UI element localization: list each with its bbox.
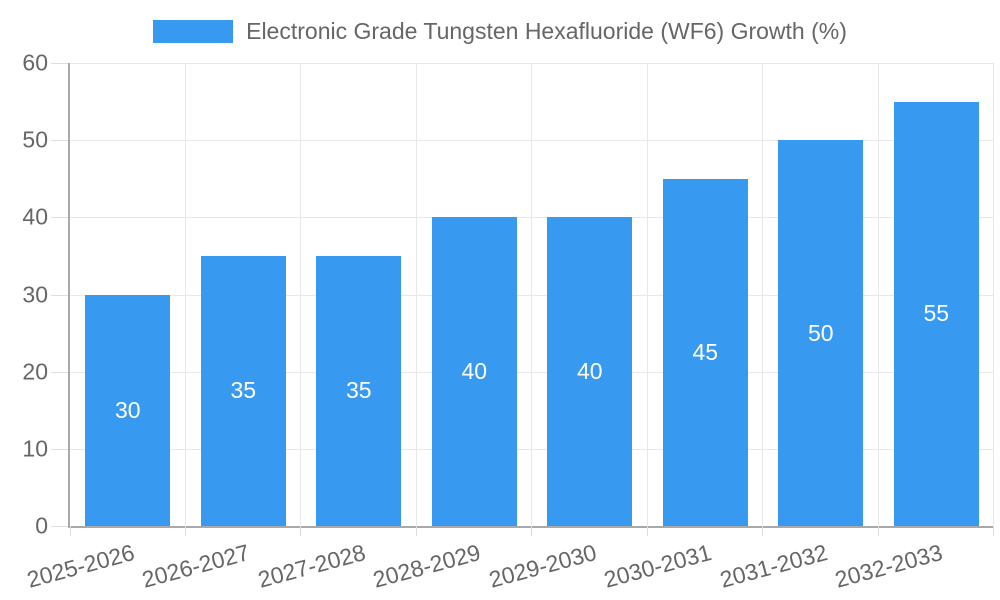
y-axis-tick <box>51 217 68 219</box>
h-gridline <box>70 371 994 373</box>
x-axis-tick <box>646 526 648 536</box>
bar-value-label: 50 <box>807 319 834 346</box>
x-axis-tick <box>993 526 994 536</box>
y-axis-tick-label: 10 <box>22 435 48 462</box>
x-axis-tick-label: 2026-2027 <box>139 539 253 593</box>
plot-area: 2025-2026 2026-2027 2027-2028 2028-2029 2029… <box>24 63 994 593</box>
bar[interactable]: 35 <box>200 255 286 526</box>
y-axis-tick-label: 60 <box>22 49 48 76</box>
x-axis-tick-label: 2027-2028 <box>254 539 368 593</box>
h-gridline <box>70 140 994 142</box>
x-axis-tick <box>415 526 417 536</box>
legend-label[interactable]: Electronic Grade Tungsten Hexafluoride (… <box>246 18 847 44</box>
x-axis-tick-label: 2030-2031 <box>601 539 715 593</box>
x-axis-tick <box>762 526 763 536</box>
y-axis-tick-label: 30 <box>22 281 48 307</box>
x-axis-tick-label: 2029-2030 <box>485 539 599 593</box>
y-axis-tick <box>51 448 68 450</box>
legend[interactable]: Electronic Grade Tungsten Hexafluoride (… <box>0 18 1000 44</box>
h-gridline <box>70 448 994 450</box>
h-gridline <box>70 217 994 219</box>
v-gridline <box>184 63 186 526</box>
v-gridline <box>762 63 763 526</box>
bar[interactable]: 50 <box>778 140 864 526</box>
x-axis-tick-label: 2032-2033 <box>832 539 946 593</box>
v-gridline <box>877 63 879 526</box>
x-axis-tick-label: 2025-2026 <box>23 539 137 593</box>
bar-value-label: 40 <box>576 358 603 385</box>
bar-value-label: 30 <box>114 396 141 423</box>
y-axis-tick <box>51 371 68 373</box>
bar-value-label: 40 <box>461 358 488 385</box>
v-gridline <box>531 63 532 526</box>
bar[interactable]: 35 <box>316 255 402 526</box>
bar[interactable]: 45 <box>662 178 748 526</box>
y-axis-tick-label: 40 <box>22 203 48 230</box>
v-gridline <box>300 63 301 526</box>
x-axis-labels: 2025-2026 2026-2027 2027-2028 2028-2029 2029… <box>24 539 994 600</box>
bar[interactable]: 40 <box>431 217 517 526</box>
bar-value-label: 55 <box>923 300 950 327</box>
v-gridline <box>415 63 417 526</box>
y-axis-tick-label: 0 <box>35 512 48 539</box>
y-axis-tick <box>51 526 68 527</box>
bar-value-label: 45 <box>692 338 719 365</box>
x-axis-tick <box>877 526 879 536</box>
x-axis-tick <box>531 526 532 536</box>
y-axis-tick <box>51 294 68 296</box>
h-gridline <box>70 63 994 64</box>
x-axis-tick-label: 2031-2032 <box>716 539 830 593</box>
bar-value-label: 35 <box>230 377 257 404</box>
bar-value-label: 35 <box>345 377 372 404</box>
v-gridline <box>646 63 648 526</box>
y-axis-labels: 0 10 20 30 40 50 60 <box>0 51 48 537</box>
bar[interactable]: 55 <box>893 101 979 526</box>
x-axis-tick <box>300 526 301 536</box>
x-axis-tick-label: 2028-2029 <box>370 539 484 593</box>
y-axis-tick-label: 50 <box>22 126 48 153</box>
v-gridline <box>993 63 994 526</box>
y-axis-tick <box>51 63 68 64</box>
bar[interactable]: 40 <box>547 217 633 526</box>
bar[interactable]: 30 <box>85 294 171 526</box>
y-axis-tick-label: 20 <box>22 358 48 385</box>
x-axis-tick <box>184 526 186 536</box>
h-gridline <box>70 294 994 296</box>
legend-swatch[interactable] <box>153 20 234 44</box>
x-axis-tick <box>70 526 71 536</box>
y-axis-tick <box>51 140 68 142</box>
